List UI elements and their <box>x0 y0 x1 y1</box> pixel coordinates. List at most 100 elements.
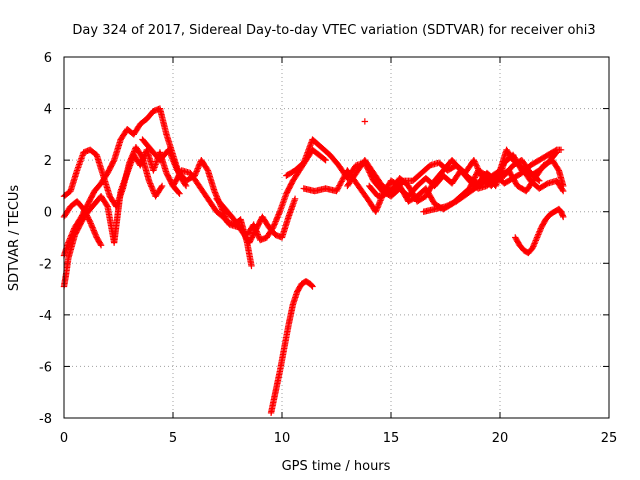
data-point <box>158 184 165 191</box>
data-point <box>322 156 329 164</box>
plot-frame <box>63 56 610 419</box>
data-point <box>477 170 484 178</box>
series-track-12 <box>366 156 567 200</box>
y-tick-label: -6 <box>39 360 52 375</box>
series-track-14 <box>512 205 567 257</box>
x-tick-label: 10 <box>274 431 291 446</box>
data-point <box>110 158 117 165</box>
data-point <box>530 241 538 249</box>
y-tick-label: 4 <box>44 103 52 118</box>
data-point <box>170 158 177 165</box>
data-point <box>175 189 182 196</box>
data-layer <box>60 105 567 417</box>
data-point <box>336 182 343 189</box>
data-point <box>169 155 176 162</box>
data-point <box>536 228 543 235</box>
data-point <box>529 244 536 252</box>
data-point <box>473 163 481 171</box>
data-point <box>336 181 344 188</box>
data-point <box>471 159 479 167</box>
data-point <box>97 242 105 249</box>
data-point <box>168 153 175 161</box>
data-point <box>334 186 341 193</box>
y-tick-label: 6 <box>44 51 52 66</box>
data-point <box>530 243 537 250</box>
y-tick-label: 0 <box>44 206 52 221</box>
data-point <box>557 146 565 154</box>
data-point <box>308 282 315 289</box>
data-point <box>171 159 178 167</box>
data-point <box>560 187 567 195</box>
y-tick-label: -8 <box>39 412 52 427</box>
y-tick-label: 2 <box>44 154 52 169</box>
data-point <box>552 150 559 157</box>
data-point <box>97 240 104 248</box>
data-point <box>335 183 342 191</box>
data-point <box>203 165 211 173</box>
data-point <box>167 152 175 159</box>
chart-title: Day 324 of 2017, Sidereal Day-to-day VTE… <box>72 23 595 38</box>
data-point <box>535 231 542 238</box>
x-tick-label: 5 <box>169 431 177 446</box>
data-point <box>166 148 173 155</box>
data-point <box>533 235 540 243</box>
data-point <box>553 149 560 156</box>
data-point <box>338 178 345 185</box>
data-point <box>467 182 475 189</box>
data-point <box>248 262 255 270</box>
data-point <box>339 175 347 182</box>
data-point <box>172 162 179 170</box>
data-point <box>171 161 179 168</box>
data-point <box>532 237 540 244</box>
data-point <box>535 229 543 237</box>
x-tick-label: 15 <box>383 431 400 446</box>
data-point <box>476 168 483 175</box>
data-point <box>172 164 180 171</box>
x-tick-label: 0 <box>60 431 68 446</box>
data-point <box>472 161 480 168</box>
data-point <box>340 174 347 181</box>
data-point <box>165 146 172 154</box>
series-track-5 <box>139 136 255 270</box>
data-point <box>321 156 328 163</box>
data-point <box>474 165 482 172</box>
x-tick-label: 25 <box>601 431 618 446</box>
x-tick-label: 20 <box>492 431 509 446</box>
series-outlier <box>361 118 369 125</box>
data-point <box>536 177 543 184</box>
data-point <box>531 238 539 246</box>
data-point <box>471 158 478 165</box>
data-point <box>470 156 478 164</box>
data-point <box>559 186 566 193</box>
data-point <box>473 162 480 169</box>
data-point <box>103 202 110 209</box>
series-track-8 <box>267 278 316 417</box>
data-point <box>337 179 345 187</box>
data-point <box>476 169 484 176</box>
data-point <box>339 176 346 184</box>
data-point <box>341 172 348 180</box>
series-track-4 <box>60 146 183 290</box>
data-point <box>536 226 544 234</box>
data-point <box>176 190 183 197</box>
data-point <box>166 149 174 156</box>
data-point <box>537 225 544 232</box>
data-point <box>478 172 485 179</box>
data-point <box>534 232 541 240</box>
data-point <box>291 195 299 203</box>
series-track-13 <box>420 146 567 215</box>
data-point <box>333 187 340 195</box>
x-axis-label: GPS time / hours <box>282 459 391 474</box>
data-point <box>560 213 567 221</box>
y-tick-label: -4 <box>39 309 52 324</box>
y-axis-label: SDTVAR / TECUs <box>7 185 22 292</box>
y-tick-label: -2 <box>39 257 52 272</box>
data-point <box>472 172 479 180</box>
data-point <box>309 283 316 290</box>
series-track-7 <box>213 195 299 246</box>
data-point <box>158 182 166 190</box>
grid-layer <box>64 57 609 418</box>
data-point <box>167 151 174 158</box>
data-point <box>334 185 342 192</box>
data-point <box>531 240 538 247</box>
